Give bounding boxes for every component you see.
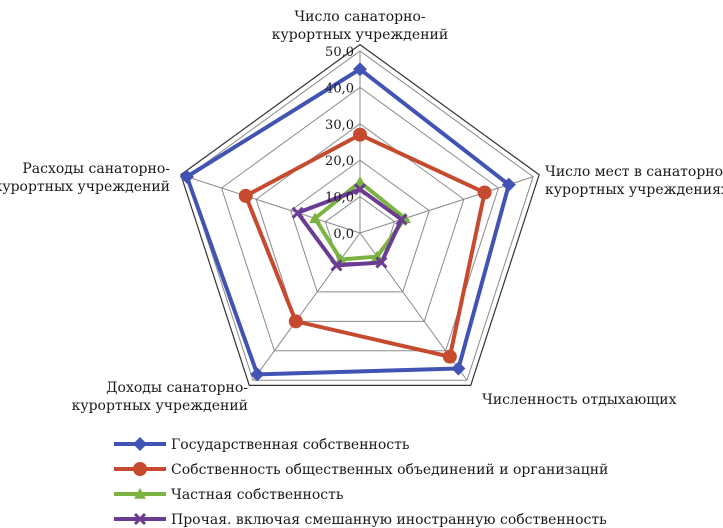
data-point-x bbox=[395, 213, 408, 226]
series-2 bbox=[238, 127, 492, 364]
data-point-x bbox=[133, 512, 147, 526]
axis-title: Доходы санаторно-курортных учреждений bbox=[72, 380, 249, 414]
grid-ring bbox=[290, 159, 430, 293]
series-line bbox=[243, 132, 487, 359]
legend-item: Собственность общественных объединений и… bbox=[114, 462, 608, 478]
tick-label: 40,0 bbox=[325, 81, 354, 96]
axis-title-line: курортных учреждений bbox=[0, 179, 170, 195]
axis-title-line: Число мест в санаторно- bbox=[545, 164, 723, 180]
grid-spoke bbox=[186, 176, 361, 234]
series-line bbox=[295, 187, 404, 268]
data-point-circle bbox=[477, 185, 492, 200]
axis-title-line: Расходы санаторно- bbox=[22, 161, 170, 177]
axis-title-line: курортных учреждений bbox=[72, 398, 248, 414]
data-point-triangle bbox=[354, 176, 366, 187]
axis-title: Число мест в санаторно-курортных учрежде… bbox=[545, 164, 723, 198]
series-4 bbox=[291, 183, 408, 272]
grid-frame bbox=[180, 43, 540, 386]
legend-item: Частная собственность bbox=[114, 487, 344, 503]
data-point-x bbox=[330, 259, 343, 272]
data-point-diamond bbox=[133, 437, 147, 451]
data-point-diamond bbox=[451, 361, 466, 376]
legend-label: Частная собственность bbox=[171, 487, 344, 503]
axis-title: Расходы санаторно-курортных учреждений bbox=[0, 161, 170, 195]
legend-item: Прочая. включая смешанную иностранную со… bbox=[114, 512, 607, 528]
series-line bbox=[312, 180, 408, 262]
tick-label: 10,0 bbox=[325, 191, 354, 206]
data-point-circle bbox=[442, 349, 457, 364]
data-point-triangle bbox=[371, 250, 384, 262]
data-point-x bbox=[353, 183, 367, 196]
data-point-x bbox=[375, 256, 388, 269]
data-point-diamond bbox=[501, 177, 516, 192]
data-point-x bbox=[291, 206, 304, 219]
legend-label: Собственность общественных объединений и… bbox=[171, 462, 608, 478]
axis-title-line: Доходы санаторно- bbox=[106, 380, 248, 396]
data-point-circle bbox=[133, 462, 147, 476]
axis-title-line: курортных учреждений bbox=[272, 27, 448, 43]
grid-ring bbox=[220, 86, 500, 352]
data-point-circle bbox=[288, 314, 303, 329]
legend: Государственная собственность Собственнос… bbox=[114, 437, 608, 528]
axis-title-line: Численность отдыхающих bbox=[482, 392, 677, 408]
legend-label: Государственная собственность bbox=[171, 437, 410, 453]
grid-ring bbox=[186, 50, 534, 381]
axis-title-line: Число санаторно- bbox=[294, 9, 426, 25]
data-point-diamond bbox=[250, 367, 265, 382]
data-point-triangle bbox=[308, 212, 321, 224]
grid-ring bbox=[255, 123, 465, 322]
axis-title: Численность отдыхающих bbox=[482, 392, 677, 408]
axis-titles: Число санаторно-курортных учрежденийЧисл… bbox=[0, 9, 723, 414]
data-point-diamond bbox=[179, 169, 194, 184]
data-point-triangle bbox=[334, 253, 347, 265]
data-point-circle bbox=[353, 127, 367, 142]
radar-grid bbox=[180, 43, 540, 386]
tick-label: 20,0 bbox=[325, 154, 354, 169]
legend-item: Государственная собственность bbox=[114, 437, 410, 453]
axis-title: Число санаторно-курортных учреждений bbox=[272, 9, 448, 43]
axis-title-line: курортных учреждениях bbox=[545, 182, 723, 198]
data-point-circle bbox=[238, 188, 253, 203]
series-line bbox=[184, 67, 511, 377]
tick-label: 50,0 bbox=[325, 45, 354, 60]
tick-label: 0,0 bbox=[333, 227, 354, 242]
tick-label: 30,0 bbox=[325, 118, 354, 133]
radar-series bbox=[179, 62, 516, 382]
data-point-triangle bbox=[134, 488, 146, 499]
legend-label: Прочая. включая смешанную иностранную со… bbox=[171, 512, 607, 528]
series-1 bbox=[179, 62, 516, 382]
radial-tick-labels: 0,0 10,0 20,0 30,0 40,0 50,0 bbox=[325, 45, 354, 242]
data-point-diamond bbox=[353, 62, 367, 77]
